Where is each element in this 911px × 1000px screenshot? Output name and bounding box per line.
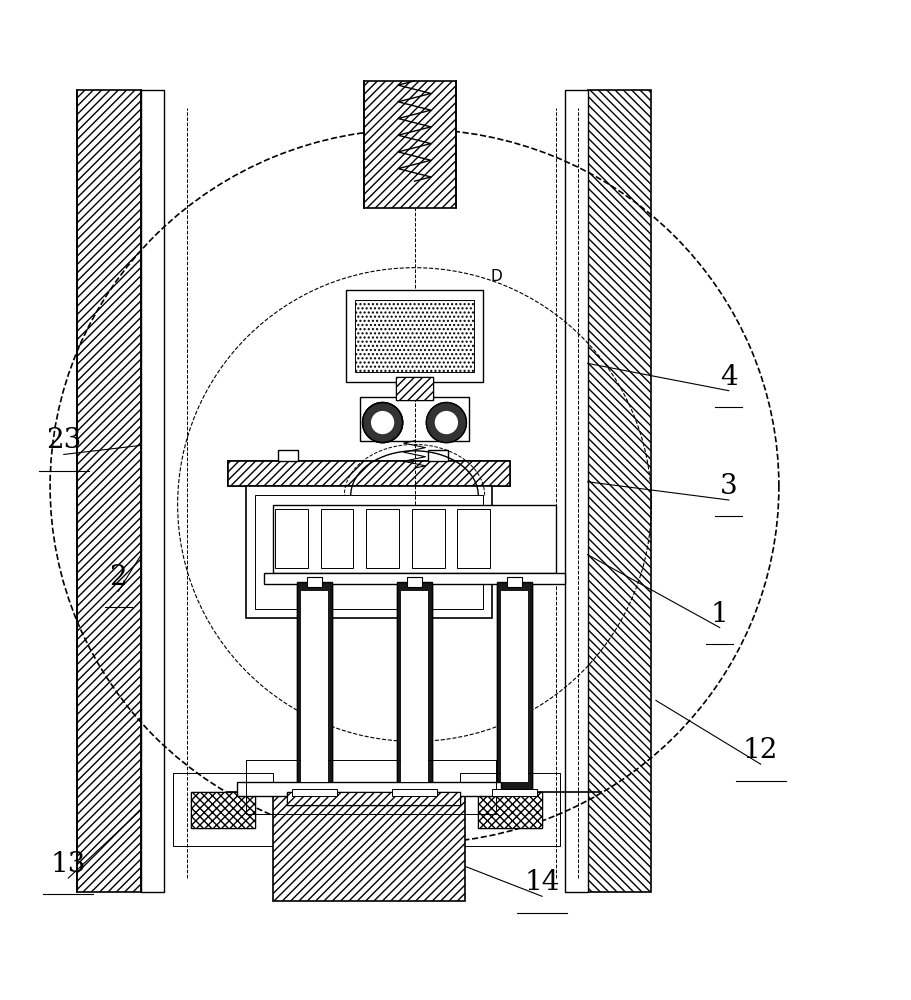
Bar: [264, 573, 565, 584]
Bar: [364, 81, 456, 208]
Text: D: D: [491, 269, 502, 284]
Bar: [565, 90, 588, 892]
Bar: [428, 450, 448, 461]
Circle shape: [363, 403, 403, 443]
Text: 1: 1: [711, 601, 729, 628]
Bar: [228, 461, 510, 486]
Bar: [77, 90, 141, 892]
Bar: [460, 773, 560, 846]
Bar: [360, 397, 469, 441]
Text: 2: 2: [109, 564, 128, 591]
Bar: [246, 760, 496, 814]
Bar: [397, 582, 432, 792]
Bar: [588, 90, 651, 892]
Circle shape: [426, 403, 466, 443]
Text: 3: 3: [720, 473, 738, 500]
Bar: [507, 577, 522, 587]
Text: 4: 4: [720, 364, 738, 391]
Bar: [141, 90, 164, 892]
Bar: [401, 591, 428, 782]
Text: 13: 13: [51, 851, 86, 878]
Bar: [366, 509, 399, 568]
Bar: [228, 461, 510, 486]
Circle shape: [372, 412, 394, 433]
Bar: [273, 792, 465, 901]
Bar: [273, 505, 556, 573]
Bar: [501, 591, 528, 782]
Bar: [321, 509, 353, 568]
Bar: [478, 792, 542, 828]
Text: 12: 12: [743, 737, 778, 764]
Bar: [492, 789, 537, 796]
Bar: [355, 300, 474, 372]
Text: 23: 23: [46, 427, 81, 454]
Bar: [297, 582, 332, 792]
Bar: [457, 509, 490, 568]
Bar: [412, 509, 445, 568]
Bar: [396, 377, 433, 400]
Bar: [346, 290, 483, 382]
Bar: [255, 495, 483, 609]
Bar: [396, 377, 433, 400]
Bar: [287, 792, 460, 805]
Bar: [301, 591, 328, 782]
Bar: [407, 577, 422, 587]
Bar: [292, 789, 337, 796]
Circle shape: [435, 412, 457, 433]
Bar: [497, 582, 532, 792]
Bar: [278, 450, 298, 461]
Bar: [392, 789, 437, 796]
Bar: [478, 792, 542, 828]
Bar: [191, 792, 255, 828]
Bar: [287, 792, 460, 805]
Bar: [173, 773, 273, 846]
Bar: [237, 782, 501, 796]
Bar: [191, 792, 255, 828]
Bar: [246, 486, 492, 618]
Bar: [275, 509, 308, 568]
Text: 14: 14: [525, 869, 559, 896]
Bar: [307, 577, 322, 587]
